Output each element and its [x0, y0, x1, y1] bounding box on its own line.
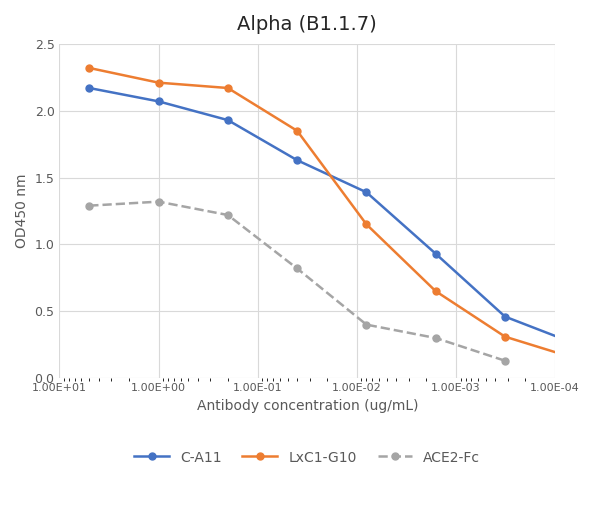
ACE2-Fc	[224, 212, 231, 218]
ACE2-Fc	[363, 322, 370, 328]
LxC1-G10	[224, 85, 231, 91]
Title: Alpha (B1.1.7): Alpha (B1.1.7)	[237, 15, 377, 34]
ACE2-Fc	[86, 202, 93, 209]
LxC1-G10	[293, 128, 300, 134]
C-A11	[155, 98, 162, 104]
C-A11	[86, 85, 93, 91]
Line: ACE2-Fc: ACE2-Fc	[86, 198, 509, 364]
LxC1-G10	[432, 288, 439, 294]
C-A11	[571, 340, 578, 346]
Legend: C-A11, LxC1-G10, ACE2-Fc: C-A11, LxC1-G10, ACE2-Fc	[129, 445, 486, 471]
LxC1-G10	[502, 334, 509, 340]
ACE2-Fc	[155, 199, 162, 205]
C-A11	[502, 313, 509, 320]
LxC1-G10	[571, 355, 578, 361]
LxC1-G10	[363, 221, 370, 227]
X-axis label: Antibody concentration (ug/mL): Antibody concentration (ug/mL)	[196, 399, 418, 412]
C-A11	[432, 250, 439, 257]
ACE2-Fc	[502, 357, 509, 364]
Y-axis label: OD450 nm: OD450 nm	[15, 174, 29, 248]
Line: C-A11: C-A11	[86, 84, 578, 347]
C-A11	[293, 157, 300, 163]
LxC1-G10	[155, 80, 162, 86]
C-A11	[363, 189, 370, 195]
Line: LxC1-G10: LxC1-G10	[86, 64, 578, 362]
C-A11	[224, 117, 231, 123]
ACE2-Fc	[293, 265, 300, 271]
LxC1-G10	[86, 65, 93, 71]
ACE2-Fc	[432, 335, 439, 341]
